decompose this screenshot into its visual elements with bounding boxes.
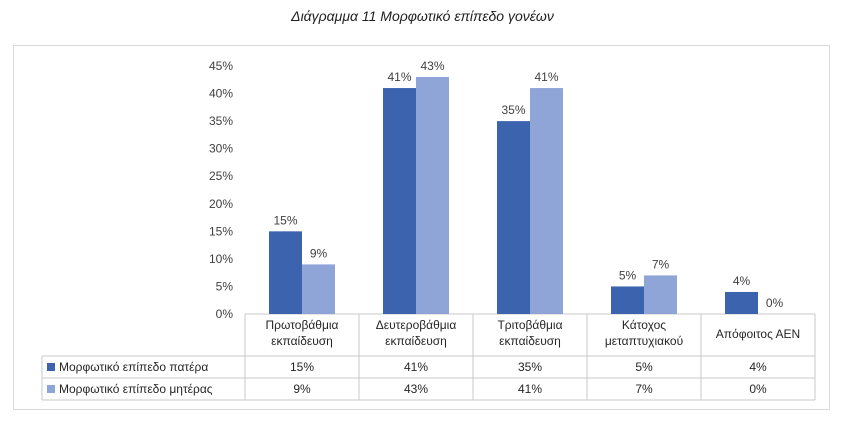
data-label: 4% [733, 274, 751, 288]
table-value: 41% [518, 382, 542, 396]
table-value: 9% [293, 382, 311, 396]
category-label: Πρωτοβάθμια [266, 318, 339, 332]
category-label: Απόφοιτος ΑΕΝ [716, 327, 800, 341]
bar-father [497, 121, 530, 314]
category-label: μεταπτυχιακού [605, 334, 683, 348]
bar-father [725, 291, 758, 314]
data-label: 41% [387, 70, 411, 84]
bar-mother [302, 264, 335, 314]
data-label: 43% [420, 59, 444, 73]
y-tick-label: 10% [209, 252, 233, 266]
table-value: 5% [635, 360, 653, 374]
y-tick-label: 15% [209, 224, 233, 238]
category-label: εκπαίδευση [271, 334, 333, 348]
table-value: 35% [518, 360, 542, 374]
data-label: 15% [273, 213, 297, 227]
category-label: εκπαίδευση [385, 334, 447, 348]
chart-frame [13, 45, 830, 410]
category-label: Δευτεροβάθμια [376, 318, 457, 332]
y-tick-label: 35% [209, 114, 233, 128]
bar-father [383, 88, 416, 315]
legend-key [47, 363, 55, 371]
bar-mother [416, 77, 449, 315]
category-label: Τριτοβάθμια [497, 318, 562, 332]
y-tick-label: 30% [209, 142, 233, 156]
series-name: Μορφωτικό επίπεδο πατέρα [59, 360, 208, 374]
y-tick-label: 20% [209, 197, 233, 211]
bar-father [269, 231, 302, 314]
chart-caption: Διάγραμμα 11 Μορφωτικό επίπεδο γονέων [291, 8, 554, 24]
y-tick-label: 40% [209, 87, 233, 101]
bar-mother [530, 88, 563, 315]
table-value: 4% [749, 360, 767, 374]
data-label: 5% [619, 268, 637, 282]
data-label: 9% [310, 246, 328, 260]
bar-mother [644, 275, 677, 314]
data-label: 7% [652, 257, 670, 271]
y-tick-label: 25% [209, 169, 233, 183]
table-value: 0% [749, 382, 767, 396]
legend-key [47, 385, 55, 393]
y-tick-label: 0% [216, 307, 234, 321]
series-name: Μορφωτικό επίπεδο μητέρας [59, 382, 213, 396]
bar-father [611, 286, 644, 314]
table-value: 15% [290, 360, 314, 374]
table-value: 41% [404, 360, 428, 374]
data-label: 0% [766, 296, 784, 310]
table-value: 43% [404, 382, 428, 396]
table-value: 7% [635, 382, 653, 396]
y-tick-label: 5% [216, 279, 234, 293]
data-label: 41% [534, 70, 558, 84]
category-label: Κάτοχος [622, 318, 666, 332]
category-label: εκπαίδευση [499, 334, 561, 348]
data-label: 35% [501, 103, 525, 117]
y-tick-label: 45% [209, 59, 233, 73]
